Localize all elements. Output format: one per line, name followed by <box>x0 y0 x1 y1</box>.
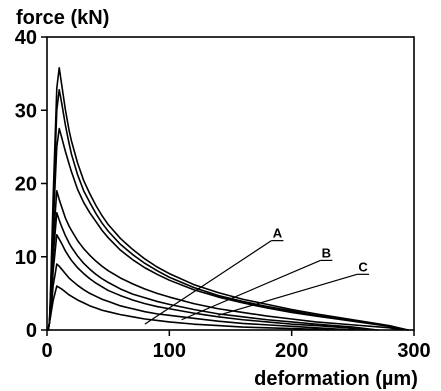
x-tick-label-100: 100 <box>153 340 186 362</box>
curve-4 <box>47 190 403 331</box>
y-tick-label-20: 20 <box>15 174 37 196</box>
curve-7 <box>47 263 354 331</box>
y-tick-label-40: 40 <box>15 27 37 49</box>
axis-layer: 0 100 200 300 0 10 20 30 40 <box>15 27 431 362</box>
curve-2 <box>47 88 409 331</box>
plot-layer <box>47 66 409 331</box>
x-axis-title: deformation (µm) <box>254 368 418 390</box>
y-axis-title: force (kN) <box>16 7 109 29</box>
annotation-leader-a <box>144 240 272 325</box>
curve-8 <box>47 285 330 331</box>
y-tick-label-0: 0 <box>26 320 37 342</box>
annotation-leader-b <box>181 259 321 321</box>
x-tick-label-300: 300 <box>397 340 430 362</box>
annotation-label-b: B <box>322 245 331 260</box>
x-tick-label-200: 200 <box>275 340 308 362</box>
curve-6 <box>47 233 366 331</box>
annotation-label-a: A <box>273 226 283 241</box>
x-tick-label-0: 0 <box>41 340 52 362</box>
annotation-label-c: C <box>358 259 368 274</box>
curve-1 <box>47 66 409 331</box>
y-tick-label-30: 30 <box>15 100 37 122</box>
annotation-leader-c <box>218 273 358 316</box>
annotation-layer: A B C <box>144 226 370 325</box>
curve-5 <box>47 212 379 331</box>
curve-3 <box>47 127 409 331</box>
y-tick-label-10: 10 <box>15 247 37 269</box>
